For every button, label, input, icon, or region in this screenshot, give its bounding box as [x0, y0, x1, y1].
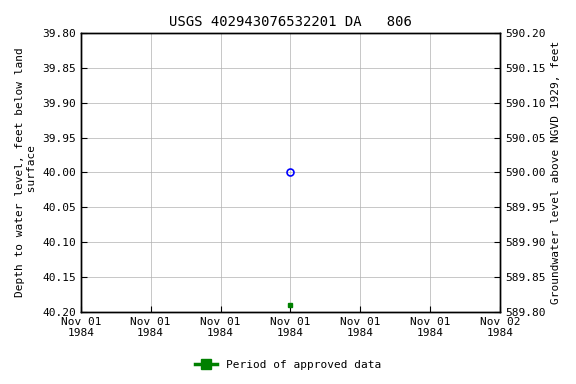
Y-axis label: Depth to water level, feet below land
 surface: Depth to water level, feet below land su…	[15, 48, 37, 297]
Legend: Period of approved data: Period of approved data	[191, 356, 385, 375]
Y-axis label: Groundwater level above NGVD 1929, feet: Groundwater level above NGVD 1929, feet	[551, 41, 561, 304]
Title: USGS 402943076532201 DA   806: USGS 402943076532201 DA 806	[169, 15, 412, 29]
